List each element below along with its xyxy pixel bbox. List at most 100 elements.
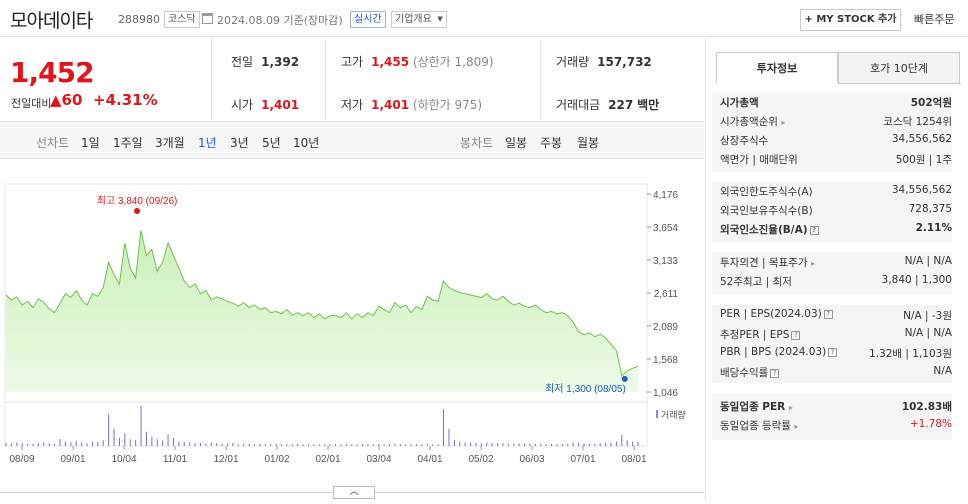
- market-cap-row: 시가총액 502억원: [720, 95, 952, 114]
- volume-legend: 거래량: [661, 409, 686, 420]
- period-1w[interactable]: 1주일: [113, 136, 143, 150]
- high-label: 고가: [341, 55, 364, 69]
- volume-value: 157,732: [597, 55, 652, 69]
- x-tick-label: 06/03: [519, 454, 544, 465]
- pbr-bps-value: 1.32배 | 1,103원: [869, 348, 952, 360]
- open-price: 시가 1,401: [231, 96, 299, 113]
- help-icon[interactable]: ?: [823, 310, 833, 319]
- stock-code: 288980: [118, 13, 160, 26]
- pbr-bps-row: PBR | BPS (2024.03)? 1.32배 | 1,103원: [720, 346, 952, 365]
- sector-per-label-text: 동일업종 PER: [720, 401, 786, 413]
- volume-legend-swatch: [656, 410, 658, 418]
- per-eps-row: PER | EPS(2024.03)? N/A | -3원: [720, 308, 952, 327]
- calendar-icon: [202, 13, 213, 24]
- market-cap-label: 시가총액: [720, 97, 759, 109]
- candle-chart-label: 봉차트: [460, 136, 494, 150]
- help-icon[interactable]: ?: [828, 348, 838, 357]
- week52-label: 52주최고 | 최저: [720, 276, 792, 288]
- x-tick-label: 03/04: [366, 454, 391, 465]
- volume: 거래량 157,732: [556, 53, 652, 70]
- invest-group-opinion: 투자의견 | 목표주가 ▸ N/A | N/A 52주최고 | 최저 3,840 |…: [712, 252, 952, 294]
- help-icon[interactable]: ?: [770, 369, 780, 378]
- open-value: 1,401: [261, 98, 300, 112]
- low-price: 저가 1,401 (하한가 975): [341, 96, 482, 113]
- y-tick-label: 3,133: [653, 256, 678, 267]
- tab-invest-info[interactable]: 투자정보: [716, 52, 838, 84]
- est-per-eps-value: N/A | N/A: [904, 327, 952, 339]
- overview-label: 기업개요: [395, 14, 432, 25]
- week52-row: 52주최고 | 최저 3,840 | 1,300: [720, 274, 952, 293]
- est-per-eps-label: 추정PER | EPS?: [720, 327, 801, 342]
- market-cap-value: 502억원: [910, 97, 952, 109]
- collapse-button[interactable]: ︿: [333, 486, 375, 499]
- listed-shares-row: 상장주식수 34,556,562: [720, 133, 952, 152]
- pbr-bps-label: PBR | BPS (2024.03)?: [720, 346, 838, 358]
- quick-order-link[interactable]: 빠른주문: [914, 13, 955, 26]
- est-per-eps-label-text: 추정PER | EPS: [720, 329, 790, 341]
- dividend-value: N/A: [933, 365, 952, 377]
- basis-text: 기준(장마감): [283, 14, 343, 27]
- company-overview-dropdown[interactable]: 기업개요 ▼: [391, 11, 447, 28]
- low-label: 최저 1,300 (08/05): [545, 383, 626, 395]
- low-marker: [621, 375, 628, 382]
- help-icon[interactable]: ?: [791, 331, 801, 340]
- foreign-limit-label: 외국인한도주식수(A): [720, 186, 813, 198]
- candle-weekly[interactable]: 주봉: [540, 136, 563, 150]
- x-tick-label: 10/04: [111, 454, 136, 465]
- help-icon[interactable]: ?: [809, 226, 819, 235]
- change-label: 전일대비: [11, 97, 52, 110]
- per-eps-label-text: PER | EPS(2024.03): [720, 308, 822, 320]
- foreign-ratio-value: 2.11%: [915, 222, 952, 234]
- foreign-limit-value: 34,556,562: [891, 184, 952, 196]
- period-3y[interactable]: 3년: [230, 136, 249, 150]
- high-price: 고가 1,455 (상한가 1,809): [341, 53, 494, 70]
- face-value-label: 액면가 | 매매단위: [720, 154, 798, 166]
- x-tick-label: 02/01: [315, 454, 340, 465]
- market-cap-rank-value: 코스닥 1254위: [883, 116, 952, 128]
- y-tick-label: 1,046: [653, 388, 678, 399]
- x-tick-label: 11/01: [163, 454, 188, 465]
- amount-value: 227: [608, 98, 634, 112]
- x-tick-label: 09/01: [60, 454, 85, 465]
- price-panel: 1,452 전일대비 ▲60 +4.31%: [0, 38, 212, 120]
- stock-header: 모아데이타 288980 코스닥 2024.08.09 기준(장마감) 실시간 …: [0, 0, 968, 37]
- x-tick-label: 12/01: [213, 454, 238, 465]
- basis-date: 2024.08.09 기준(장마감): [217, 12, 343, 28]
- high-marker: [134, 208, 141, 214]
- listed-shares-value: 34,556,562: [891, 133, 952, 145]
- week52-value: 3,840 | 1,300: [881, 274, 952, 286]
- add-mystock-button[interactable]: + MY STOCK 추가: [800, 9, 901, 31]
- foreign-ratio-label: 외국인소진율(B/A)?: [720, 222, 819, 237]
- est-per-eps-row: 추정PER | EPS? N/A | N/A: [720, 327, 952, 346]
- realtime-button[interactable]: 실시간: [350, 11, 386, 28]
- arrow-right-icon: ▸: [781, 118, 786, 127]
- y-tick-label: 2,089: [653, 322, 678, 333]
- foreign-held-value: 728,375: [908, 203, 952, 215]
- sector-change-label: 동일업종 등락률 ▸: [720, 418, 798, 433]
- prev-close: 전일 1,392: [231, 53, 299, 70]
- period-5y[interactable]: 5년: [262, 136, 281, 150]
- divider: [325, 40, 326, 120]
- period-3m[interactable]: 3개월: [155, 136, 185, 150]
- listed-shares-label: 상장주식수: [720, 135, 769, 147]
- price-chart[interactable]: 4,176 3,654 3,133 2,611 2,089 1,568 1,046 최고 3,…: [0, 160, 704, 500]
- divider: [540, 40, 541, 120]
- period-1y[interactable]: 1년: [198, 136, 217, 150]
- candle-monthly[interactable]: 월봉: [577, 136, 600, 150]
- x-tick-label: 08/01: [621, 454, 646, 465]
- lower-limit: (하한가 975): [412, 98, 483, 112]
- change-value: ▲60: [50, 91, 83, 109]
- invest-panel: 투자정보 호가 10단계: [705, 38, 968, 500]
- period-1d[interactable]: 1일: [81, 136, 100, 150]
- foreign-limit-row: 외국인한도주식수(A) 34,556,562: [720, 184, 952, 203]
- tab-order-book[interactable]: 호가 10단계: [838, 52, 960, 84]
- pbr-bps-label-text: PBR | BPS (2024.03): [720, 346, 827, 358]
- opinion-label-text: 투자의견 | 목표주가: [720, 257, 808, 269]
- candle-daily[interactable]: 일봉: [505, 136, 528, 150]
- arrow-right-icon: ▸: [794, 422, 799, 431]
- high-value: 1,455: [371, 55, 410, 69]
- low-value: 1,401: [371, 98, 410, 112]
- period-selector: 선차트 1일 1주일 3개월 1년 3년 5년 10년 봉차트 일봉 주봉 월봉: [0, 121, 704, 159]
- period-10y[interactable]: 10년: [293, 136, 320, 150]
- current-price: 1,452: [10, 56, 95, 89]
